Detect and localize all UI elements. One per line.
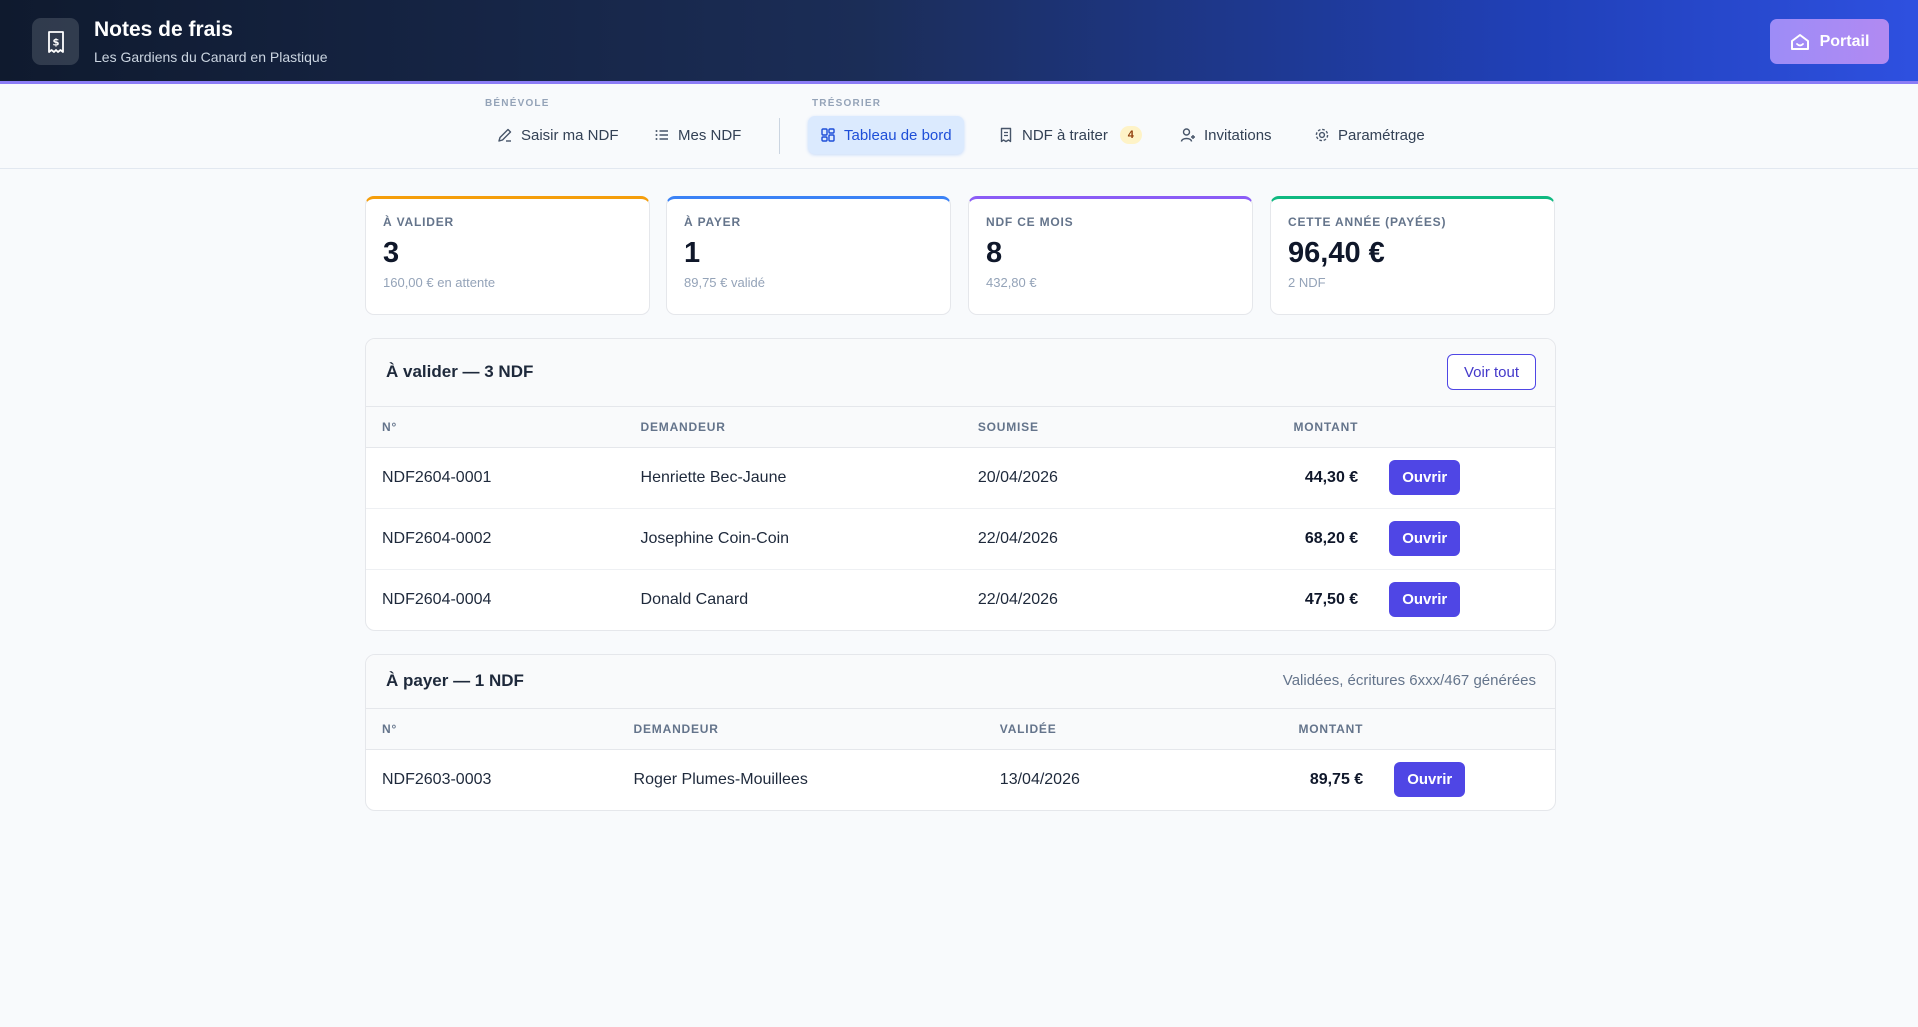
- column-header: DEMANDEUR: [640, 407, 978, 448]
- stat-subtext: 2 NDF: [1288, 275, 1326, 290]
- column-header: MONTANT: [1227, 407, 1359, 448]
- column-header: N°: [366, 407, 641, 448]
- portal-button-label: Portail: [1819, 32, 1870, 50]
- receipt-logo-icon: $: [32, 18, 79, 65]
- nav-item-label: Invitations: [1204, 126, 1272, 144]
- requester-name: Josephine Coin-Coin: [640, 529, 790, 547]
- nav-item-label: Saisir ma NDF: [521, 126, 619, 144]
- user-plus-icon: [1180, 128, 1195, 142]
- nav-item-ndf-a-traiter[interactable]: NDF à traiter 4: [986, 116, 1154, 154]
- submitted-date: 22/04/2026: [977, 590, 1058, 608]
- nav-item-tableau-de-bord[interactable]: Tableau de bord: [808, 116, 964, 154]
- stat-card-cette-annee: CETTE ANNÉE (PAYÉES) 96,40 € 2 NDF: [1270, 196, 1555, 315]
- column-header: MONTANT: [1261, 709, 1364, 750]
- ndf-number: NDF2604-0001: [382, 468, 492, 486]
- column-header: N°: [366, 709, 634, 750]
- nav-separator: [779, 118, 780, 154]
- open-button[interactable]: Ouvrir: [1389, 460, 1461, 495]
- app-title: Notes de frais: [94, 18, 233, 41]
- table-header-row: N° DEMANDEUR SOUMISE MONTANT: [366, 407, 1555, 448]
- svg-text:$: $: [52, 37, 59, 48]
- stat-label: À PAYER: [684, 215, 741, 229]
- ndf-number: NDF2604-0002: [382, 529, 492, 547]
- stat-subtext: 432,80 €: [986, 275, 1037, 290]
- main-nav: BÉNÉVOLE TRÉSORIER Saisir ma NDF Mes NDF…: [0, 84, 1918, 169]
- open-button[interactable]: Ouvrir: [1389, 521, 1461, 556]
- panel-to-validate: À valider — 3 NDF Voir tout N° DEMANDEUR…: [365, 338, 1556, 631]
- submitted-date: 22/04/2026: [977, 529, 1058, 547]
- amount: 44,30 €: [1304, 468, 1359, 486]
- requester-name: Henriette Bec-Jaune: [640, 468, 787, 486]
- table-row: NDF2604-0001 Henriette Bec-Jaune 20/04/2…: [366, 447, 1555, 508]
- open-button[interactable]: Ouvrir: [1389, 582, 1461, 618]
- table-row: NDF2603-0003 Roger Plumes-Mouillees 13/0…: [366, 749, 1555, 810]
- action-cell: Ouvrir: [1358, 447, 1555, 508]
- list-icon: [655, 130, 668, 140]
- panel-to-pay: À payer — 1 NDF Validées, écritures 6xxx…: [365, 654, 1556, 811]
- stat-label: NDF CE MOIS: [986, 215, 1074, 229]
- to-pay-table: N° DEMANDEUR VALIDÉE MONTANT NDF2603-000…: [366, 709, 1555, 810]
- column-header-actions: [1358, 407, 1555, 448]
- pending-count-badge: 4: [1119, 126, 1142, 144]
- stat-card-ndf-ce-mois: NDF CE MOIS 8 432,80 €: [968, 196, 1253, 315]
- app-subtitle: Les Gardiens du Canard en Plastique: [94, 49, 328, 65]
- stat-value: 1: [684, 237, 701, 269]
- column-header: DEMANDEUR: [633, 709, 1000, 750]
- stat-value: 8: [986, 237, 1003, 269]
- to-validate-table: N° DEMANDEUR SOUMISE MONTANT NDF2604-000…: [366, 407, 1555, 630]
- column-header-actions: [1363, 709, 1555, 750]
- dashboard-icon: [821, 128, 835, 142]
- amount: 68,20 €: [1304, 529, 1359, 547]
- stat-label: À VALIDER: [383, 215, 454, 229]
- nav-item-invitations[interactable]: Invitations: [1168, 116, 1284, 154]
- stat-value: 96,40 €: [1288, 237, 1385, 269]
- requester-name: Donald Canard: [640, 590, 749, 608]
- panel-title: À valider — 3 NDF: [386, 362, 534, 381]
- column-header: VALIDÉE: [999, 709, 1262, 750]
- nav-item-parametrage[interactable]: Paramétrage: [1302, 116, 1437, 154]
- stat-card-a-valider: À VALIDER 3 160,00 € en attente: [365, 196, 650, 315]
- nav-group-tresorier: TRÉSORIER: [812, 98, 882, 109]
- stat-subtext: 89,75 € validé: [684, 275, 765, 290]
- nav-item-label: Paramétrage: [1338, 126, 1425, 144]
- submitted-date: 20/04/2026: [977, 468, 1058, 486]
- panel-note: Validées, écritures 6xxx/467 générées: [1282, 672, 1536, 689]
- panel-title: À payer — 1 NDF: [386, 671, 524, 690]
- table-header-row: N° DEMANDEUR VALIDÉE MONTANT: [366, 709, 1555, 750]
- requester-name: Roger Plumes-Mouillees: [633, 770, 808, 788]
- panel-header: À payer — 1 NDF Validées, écritures 6xxx…: [366, 655, 1555, 709]
- edit-icon: [498, 128, 512, 142]
- portal-button[interactable]: Portail: [1770, 19, 1889, 64]
- ndf-number: NDF2604-0004: [382, 590, 492, 608]
- nav-item-label: NDF à traiter: [1022, 126, 1108, 144]
- nav-item-saisir-ndf[interactable]: Saisir ma NDF: [485, 116, 631, 154]
- gear-icon: [1315, 128, 1329, 142]
- open-button[interactable]: Ouvrir: [1394, 762, 1466, 798]
- action-cell: Ouvrir: [1358, 508, 1555, 569]
- nav-item-label: Tableau de bord: [844, 126, 952, 144]
- table-row: NDF2604-0002 Josephine Coin-Coin 22/04/2…: [366, 508, 1555, 569]
- stat-subtext: 160,00 € en attente: [383, 275, 496, 290]
- column-header: SOUMISE: [977, 407, 1228, 448]
- amount: 47,50 €: [1304, 590, 1359, 608]
- receipt-icon: [1000, 127, 1012, 143]
- view-all-button[interactable]: Voir tout: [1447, 354, 1536, 390]
- panel-header: À valider — 3 NDF Voir tout: [366, 339, 1555, 407]
- stat-label: CETTE ANNÉE (PAYÉES): [1288, 215, 1447, 229]
- nav-item-mes-ndf[interactable]: Mes NDF: [642, 116, 753, 154]
- home-icon: [1790, 33, 1809, 50]
- stat-value: 3: [383, 237, 400, 269]
- validated-date: 13/04/2026: [999, 770, 1080, 788]
- amount: 89,75 €: [1309, 770, 1364, 788]
- app-header: $ Notes de frais Les Gardiens du Canard …: [0, 0, 1918, 84]
- action-cell: Ouvrir: [1363, 749, 1555, 810]
- nav-item-label: Mes NDF: [678, 126, 742, 144]
- table-row: NDF2604-0004 Donald Canard 22/04/2026 47…: [366, 569, 1555, 630]
- stat-card-a-payer: À PAYER 1 89,75 € validé: [666, 196, 951, 315]
- nav-group-benevole: BÉNÉVOLE: [485, 98, 550, 109]
- ndf-number: NDF2603-0003: [382, 770, 492, 788]
- action-cell: Ouvrir: [1358, 569, 1555, 630]
